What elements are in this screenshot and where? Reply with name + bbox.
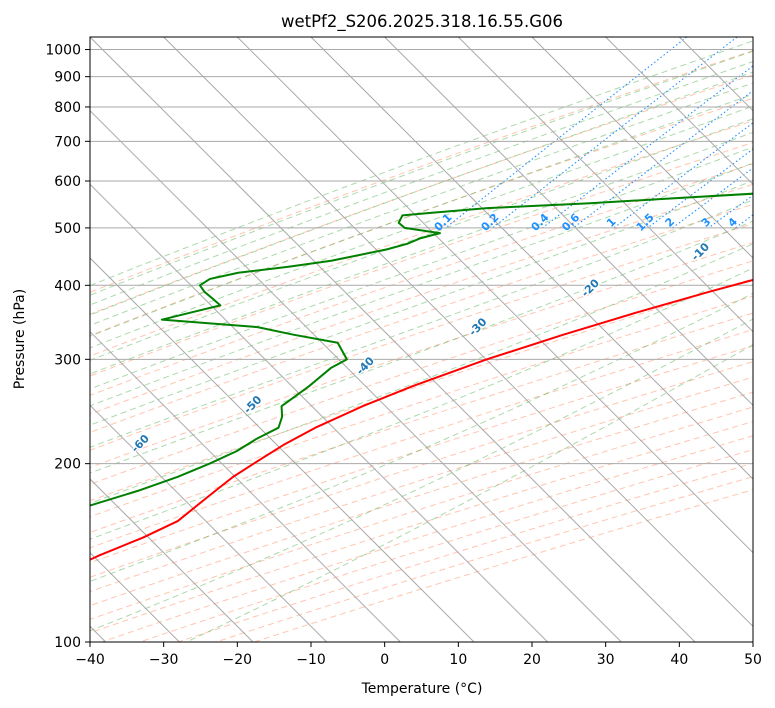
- isotherm-line: [90, 257, 475, 642]
- y-tick-label: 800: [54, 100, 81, 116]
- isotherm-line: [90, 404, 328, 642]
- y-tick-label: 500: [54, 221, 81, 237]
- dry-adiabat-line: [90, 203, 753, 433]
- y-tick-label: 700: [54, 134, 81, 150]
- moist-adiabat-line: [90, 40, 753, 287]
- chart-title: wetPf2_S206.2025.318.16.55.G06: [281, 12, 563, 32]
- moist-adiabat-line: [90, 118, 753, 361]
- mixing-ratio-lines: [445, 37, 753, 229]
- mixing-ratio-line: [445, 37, 688, 229]
- moist-adiabats: [90, 40, 753, 642]
- dewpoint-profile-line: [90, 192, 753, 507]
- moist-adiabat-line: [90, 71, 753, 316]
- isotherm-line: [310, 37, 753, 480]
- y-tick-label: 200: [54, 457, 81, 473]
- y-axis-label: Pressure (hPa): [12, 289, 28, 389]
- dry-adiabat-line: [90, 183, 753, 415]
- dry-adiabats: [90, 50, 753, 642]
- x-tick-label: 10: [449, 652, 467, 668]
- x-tick-label: 40: [670, 652, 688, 668]
- x-tick-label: 30: [597, 652, 615, 668]
- mixing-ratio-line: [613, 122, 753, 229]
- y-tick-label: 900: [54, 70, 81, 86]
- moist-adiabat-line: [186, 344, 753, 642]
- mixing-ratio-line: [492, 37, 738, 229]
- dry-adiabat-line: [90, 295, 753, 518]
- moist-adiabat-line: [90, 93, 753, 337]
- plot-frame: [89, 36, 754, 643]
- mixing-ratio-line: [542, 65, 753, 229]
- profile-series: [90, 192, 753, 561]
- y-axis-ticks: 100 200 300 400 500 600 700 800 900 1000: [45, 43, 90, 651]
- moist-adiabat-line: [90, 61, 753, 306]
- x-tick-label: 20: [523, 652, 541, 668]
- y-tick-label: 100: [54, 635, 81, 651]
- y-tick-label: 300: [54, 352, 81, 368]
- y-tick-label: 600: [54, 174, 81, 190]
- dry-adiabat-line: [90, 241, 753, 469]
- isotherm-line: [90, 478, 254, 642]
- moist-adiabat-line: [90, 50, 753, 296]
- y-tick-label: 400: [54, 278, 81, 294]
- y-tick-label: 1000: [45, 43, 81, 59]
- dry-adiabat-line: [90, 361, 753, 578]
- isotherm-line: [163, 37, 753, 628]
- x-tick-label: 0: [380, 652, 389, 668]
- isotherm-line: [90, 330, 401, 642]
- isotherm-line: [236, 37, 753, 554]
- dry-adiabat-line: [90, 391, 753, 607]
- x-tick-label: −20: [223, 652, 253, 668]
- isotherm-line: [531, 37, 753, 259]
- isotherm-line: [605, 37, 753, 186]
- x-tick-label: −10: [296, 652, 326, 668]
- dry-adiabat-line: [90, 74, 753, 315]
- x-axis-label: Temperature (°C): [361, 681, 483, 697]
- x-tick-label: −40: [75, 652, 105, 668]
- plot-area: 0.10.20.40.611.52346810131620253036 -100…: [90, 37, 753, 642]
- moist-adiabat-line: [90, 131, 753, 375]
- moist-adiabat-line: [90, 162, 753, 407]
- x-tick-label: 50: [744, 652, 762, 668]
- moist-adiabat-line: [90, 267, 753, 540]
- temperature-profile-line: [90, 278, 753, 561]
- pressure-gridlines: [90, 49, 753, 642]
- dry-adiabat-line: [90, 329, 753, 549]
- dry-adiabat-line: [90, 97, 753, 337]
- x-axis-ticks: −40 −30 −20 −10 0 10 20 30 40 50: [75, 642, 762, 668]
- moist-adiabat-line: [90, 82, 753, 326]
- x-tick-label: −30: [149, 652, 179, 668]
- isotherm-line: [90, 183, 549, 642]
- isotherm-line: [384, 37, 753, 407]
- isotherm-line: [90, 37, 696, 642]
- moist-adiabat-line: [90, 243, 753, 504]
- isotherm-line: [457, 37, 753, 333]
